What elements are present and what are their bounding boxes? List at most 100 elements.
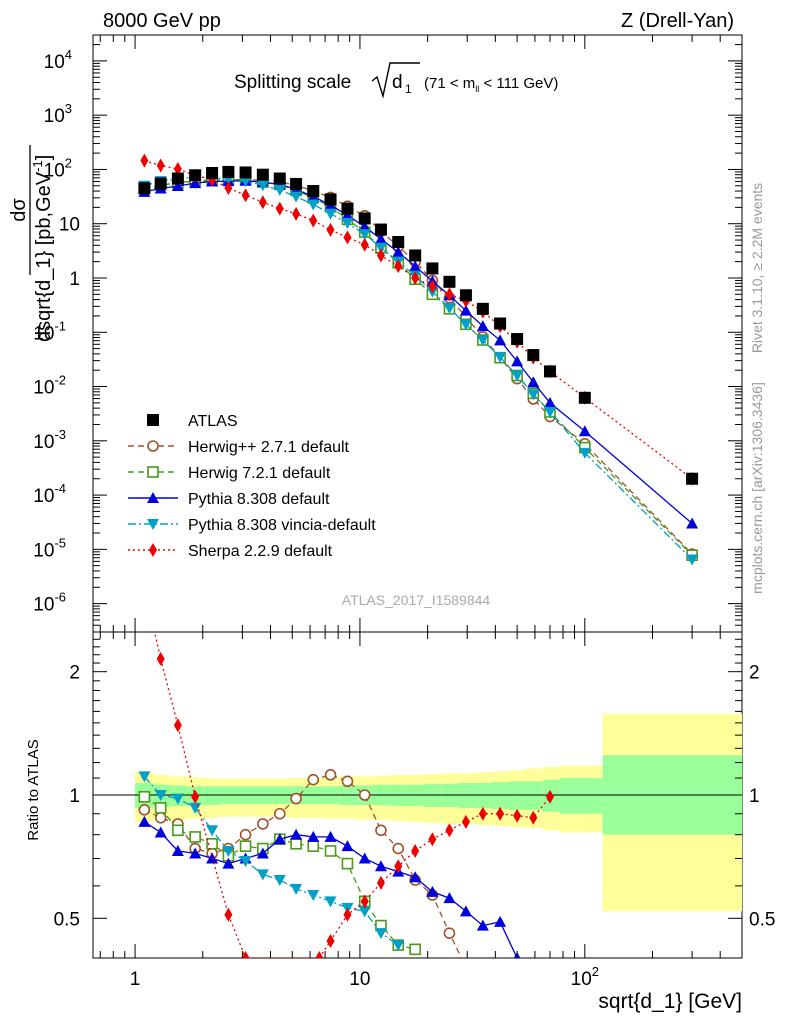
ratio-data-point <box>156 651 165 666</box>
ratio-data-point <box>360 894 369 909</box>
legend-entry: Herwig++ 2.7.1 default <box>128 439 350 456</box>
main-data-point <box>258 195 267 210</box>
y-tick-exponent: 4 <box>65 47 72 62</box>
green-band-segment <box>508 781 526 810</box>
main-series-4 <box>138 171 699 566</box>
ratio-data-point <box>358 852 371 864</box>
main-data-point <box>443 275 456 288</box>
ratio-data-point <box>443 927 456 939</box>
y-tick-exponent: -6 <box>54 590 66 605</box>
ratio-series-line <box>143 775 399 946</box>
main-data-point <box>275 201 284 216</box>
main-data-point <box>358 220 371 232</box>
main-data-point <box>394 259 403 274</box>
y-tick-exponent: -5 <box>54 535 66 550</box>
main-data-point <box>527 349 540 362</box>
ratio-data-point <box>374 928 387 940</box>
ratio-y-tick-label-right: 0.5 <box>749 909 775 930</box>
ratio-data-point <box>189 847 202 859</box>
main-data-point <box>494 352 507 364</box>
plot-title-sqrt-subscript: 1 <box>405 82 412 96</box>
main-data-point <box>392 246 405 258</box>
main-data-point <box>307 185 320 198</box>
ratio-data-point <box>206 838 218 850</box>
main-data-point <box>374 223 387 236</box>
ratio-data-point <box>315 951 324 958</box>
legend-entry: Pythia 8.308 vincia-default <box>128 517 376 534</box>
ratio-data-point <box>138 815 151 827</box>
main-data-point <box>290 177 303 190</box>
main-data-point <box>445 287 454 302</box>
main-data-point <box>411 270 420 285</box>
main-y-label-den-close: ] <box>33 155 55 161</box>
main-data-point <box>459 289 472 302</box>
ratio-data-point <box>307 773 320 786</box>
ratio-data-point <box>307 830 320 842</box>
x-axis-label: sqrt{d_1} [GeV] <box>598 990 742 1013</box>
green-band-segment <box>559 778 603 814</box>
main-data-point <box>409 260 422 272</box>
ratio-data-point <box>256 869 269 881</box>
main-data-point <box>360 237 369 252</box>
legend-marker <box>147 414 159 426</box>
legend-label: ATLAS <box>188 413 238 430</box>
main-data-point <box>239 166 252 179</box>
legend-entry: ATLAS <box>147 413 238 430</box>
main-data-point <box>239 176 252 188</box>
ratio-data-point <box>529 810 538 825</box>
main-data-point <box>543 406 556 418</box>
main-data-point <box>476 320 489 332</box>
ratio-data-point <box>154 826 167 838</box>
main-series-5 <box>140 153 697 486</box>
ratio-data-point <box>358 789 371 801</box>
ratio-data-point <box>191 789 200 804</box>
legend-entry: Herwig 7.2.1 default <box>128 465 331 482</box>
ratio-data-point <box>409 943 421 956</box>
ratio-series-line <box>144 774 463 958</box>
ratio-data-point <box>224 907 233 922</box>
ratio-data-point <box>257 818 269 830</box>
plot-title-range: (71 < mll < 111 GeV) <box>424 75 558 94</box>
legend-entry: Pythia 8.308 default <box>128 491 330 508</box>
ratio-data-point <box>545 789 554 804</box>
legend-label: Herwig 7.2.1 default <box>188 465 331 482</box>
x-tick-label: 102 <box>571 964 599 990</box>
main-data-point <box>686 554 699 566</box>
plot-title-range-sub: ll <box>475 84 479 94</box>
ratio-data-point <box>428 832 437 847</box>
ratio-data-point <box>374 860 387 872</box>
y-tick-label: 10 <box>59 215 80 236</box>
main-data-point <box>686 517 699 529</box>
ratio-data-point <box>273 833 286 845</box>
y-tick-label: 103 <box>44 101 72 127</box>
ratio-data-point <box>256 847 269 859</box>
ratio-y-tick-label: 1 <box>69 786 80 807</box>
main-data-point <box>138 182 151 195</box>
green-band-segment <box>491 782 509 809</box>
ratio-data-point <box>138 790 151 803</box>
main-data-point <box>459 319 472 331</box>
x-tick-exponent: 2 <box>592 964 599 979</box>
ratio-data-point <box>392 940 405 952</box>
ratio-data-point <box>307 840 320 852</box>
ratio-data-point <box>154 811 167 824</box>
main-data-point <box>290 191 303 203</box>
main-data-point <box>173 161 182 176</box>
main-data-point <box>376 248 385 263</box>
y-tick-exponent: -2 <box>54 373 66 388</box>
main-data-point <box>392 236 405 249</box>
main-data-point <box>273 172 286 185</box>
ratio-data-point <box>273 807 286 820</box>
green-band-segment <box>525 781 543 810</box>
ratio-data-point <box>409 871 422 883</box>
legend-marker <box>147 519 159 530</box>
main-y-label: dσ dsqrt{d_1} [pb,GeV-1] <box>8 145 55 342</box>
main-data-point <box>494 334 507 346</box>
ratio-data-point <box>307 889 320 901</box>
legend: ATLAS Herwig++ 2.7.1 default Herwig 7.2.1 … <box>128 413 376 560</box>
legend-entry: Sherpa 2.2.9 default <box>128 543 333 560</box>
main-series-line <box>144 176 693 560</box>
ratio-data-point <box>154 802 167 814</box>
energy-label: 8000 GeV pp <box>103 10 221 32</box>
